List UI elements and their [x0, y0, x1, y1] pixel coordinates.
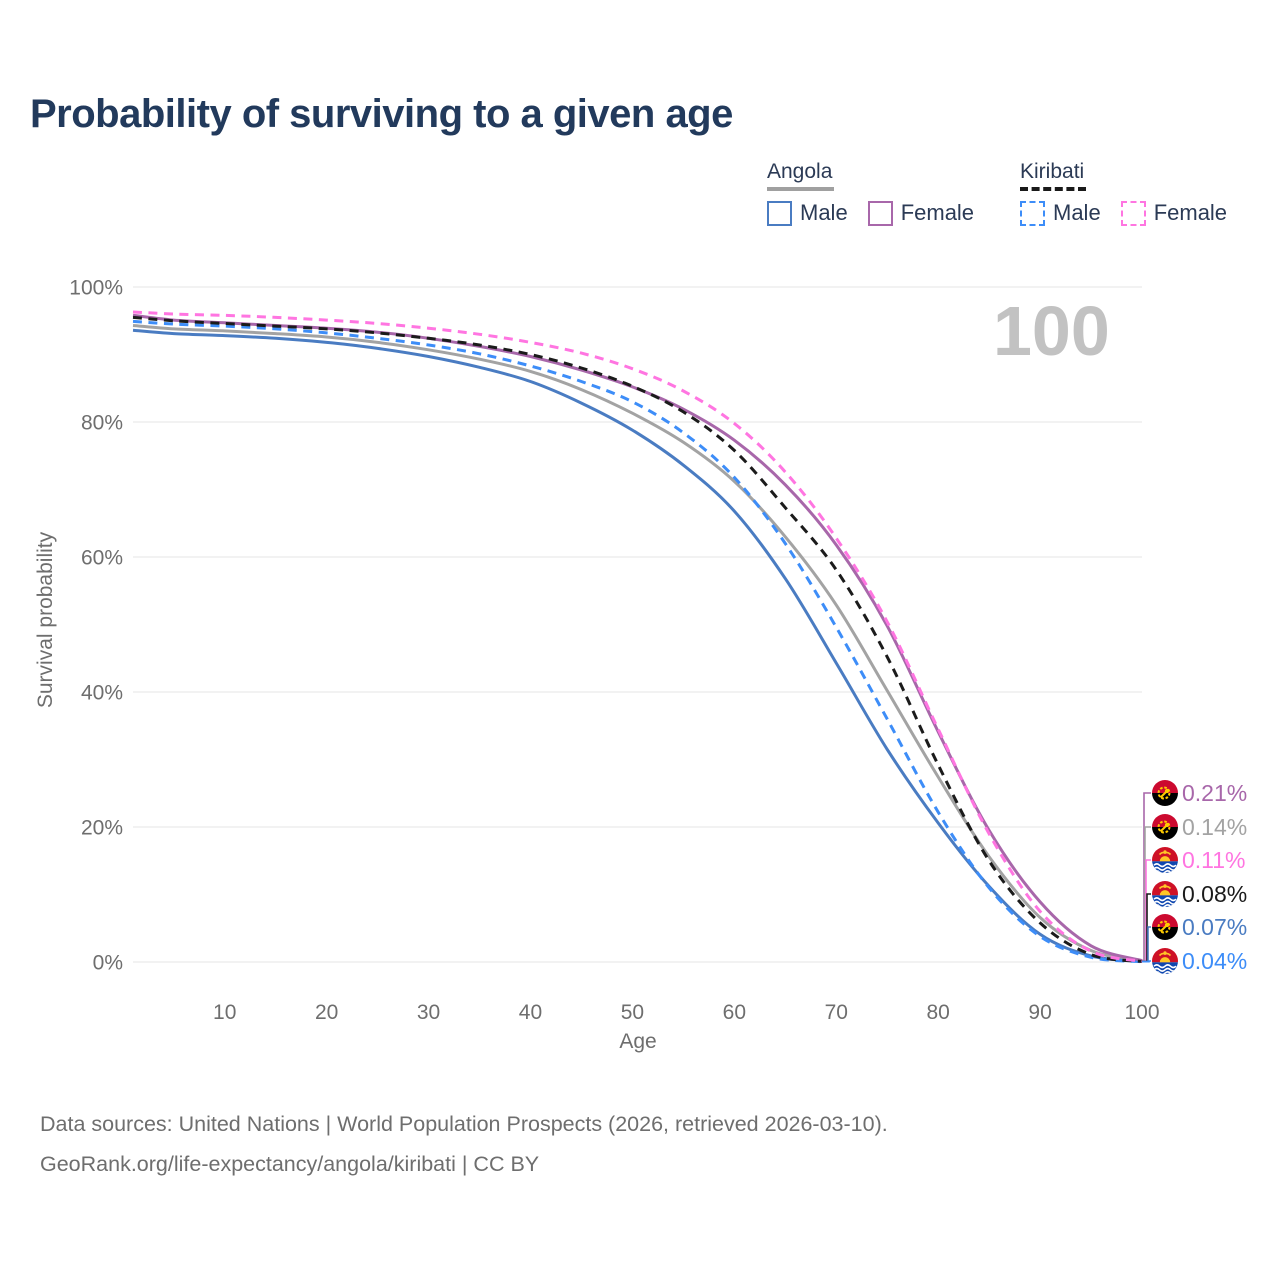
y-axis-title: Survival probability [34, 531, 57, 709]
footer: Data sources: United Nations | World Pop… [40, 1104, 888, 1184]
footer-attribution: GeoRank.org/life-expectancy/angola/kirib… [40, 1152, 540, 1176]
x-tick-70: 70 [825, 1001, 848, 1024]
x-axis-title: Age [619, 1030, 657, 1053]
x-tick-90: 90 [1028, 1001, 1051, 1024]
age-counter-watermark: 100 [993, 292, 1110, 370]
y-tick-0: 0% [93, 951, 123, 974]
x-tick-60: 60 [723, 1001, 746, 1024]
x-tick-100: 100 [1124, 1001, 1159, 1024]
legend-swatch-kiribati-male [1020, 200, 1045, 226]
end-label-value-angola-0-21-: 0.21% [1182, 780, 1247, 806]
legend-label-angola-female: Female [900, 200, 975, 225]
legend-item-kiribati-male[interactable]: Male [1020, 200, 1101, 226]
end-label-value-angola-0-07-: 0.07% [1182, 914, 1247, 940]
line-kiribati-male[interactable] [132, 319, 1143, 964]
legend-items-kiribati: Male Female [1020, 200, 1227, 226]
flag-icon-angola [1152, 914, 1178, 940]
line-kiribati-both-sexes[interactable] [132, 315, 1143, 963]
legend-item-angola-female[interactable]: Female [867, 200, 975, 226]
line-angola-both-sexes[interactable] [132, 324, 1143, 963]
y-tick-60: 60% [81, 546, 123, 569]
x-tick-80: 80 [926, 1001, 949, 1024]
legend-country-kiribati[interactable]: Kiribati [1020, 160, 1087, 191]
legend-items-angola: Male Female [767, 200, 974, 226]
end-label-value-angola-0-14-: 0.14% [1182, 814, 1247, 840]
legend-group-kiribati: Kiribati Male Female [1020, 160, 1227, 226]
legend-swatch-kiribati-female [1120, 200, 1146, 226]
legend-label-kiribati-female: Female [1153, 200, 1228, 225]
x-tick-10: 10 [213, 1001, 236, 1024]
line-angola-male[interactable] [132, 328, 1143, 963]
x-tick-50: 50 [621, 1001, 644, 1024]
footer-data-sources: Data sources: United Nations | World Pop… [40, 1112, 888, 1136]
end-label-value-kiribati-0-11-: 0.11% [1182, 847, 1246, 873]
end-label-connector-0-04- [1142, 960, 1151, 963]
legend-swatch-angola-female [867, 200, 893, 226]
legend-label-angola-male: Male [800, 200, 848, 225]
line-kiribati-female[interactable] [132, 310, 1143, 963]
y-tick-80: 80% [81, 411, 123, 434]
legend-item-angola-male[interactable]: Male [767, 200, 848, 226]
x-tick-20: 20 [315, 1001, 338, 1024]
end-label-value-kiribati-0-04-: 0.04% [1182, 948, 1247, 974]
legend-country-angola[interactable]: Angola [767, 160, 835, 191]
flag-icon-angola [1152, 780, 1178, 806]
legend-swatch-angola-male [767, 200, 792, 226]
page-title: Probability of surviving to a given age [30, 92, 733, 136]
flag-icon-angola [1152, 814, 1178, 840]
legend-label-kiribati-male: Male [1053, 200, 1101, 225]
y-tick-40: 40% [81, 681, 123, 704]
legend-item-kiribati-female[interactable]: Female [1120, 200, 1228, 226]
y-tick-20: 20% [81, 816, 123, 839]
flag-icon-kiribati [1152, 881, 1178, 907]
legend-group-angola: Angola Male Female [767, 160, 974, 226]
y-tick-100: 100% [69, 276, 123, 299]
flag-icon-kiribati [1152, 847, 1178, 873]
x-tick-40: 40 [519, 1001, 542, 1024]
end-label-value-kiribati-0-08-: 0.08% [1182, 881, 1247, 907]
flag-icon-kiribati [1152, 948, 1178, 974]
x-tick-30: 30 [417, 1001, 440, 1024]
